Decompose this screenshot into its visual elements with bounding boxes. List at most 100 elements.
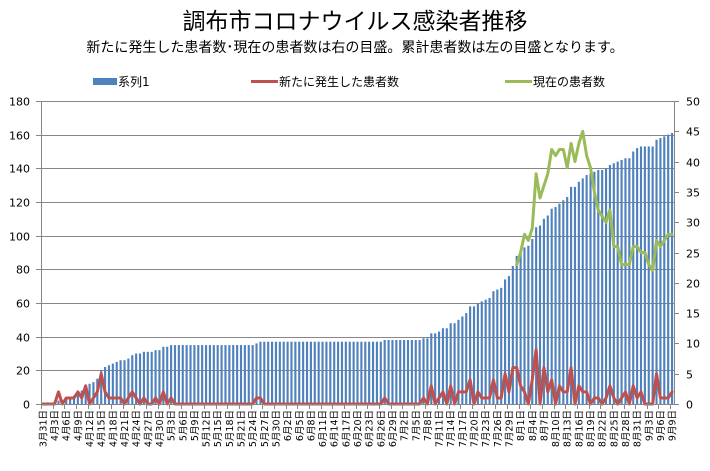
bar (305, 341, 309, 404)
bar (480, 301, 483, 404)
bar (267, 341, 270, 404)
bar (368, 341, 371, 404)
bar (511, 265, 514, 404)
x-axis-tick-label: 4月27日 (143, 410, 154, 447)
right-axis-tick-label: 20 (686, 278, 700, 291)
bar (115, 361, 118, 404)
legend-swatch-line-icon (251, 79, 278, 83)
chart-title: 調布市コロナウイルス感染者推移 (182, 9, 528, 35)
x-axis-tick-label: 6月26日 (376, 410, 387, 447)
bar (581, 178, 584, 404)
bar (65, 398, 68, 404)
bar (636, 148, 639, 404)
bar (383, 340, 386, 404)
bar (375, 341, 378, 404)
bar (220, 345, 223, 404)
right-axis-tick-label: 35 (686, 187, 700, 200)
bar (632, 151, 635, 404)
bar (216, 345, 219, 404)
x-axis-tick-label: 5月27日 (260, 410, 271, 447)
bar (76, 392, 79, 404)
bar (612, 163, 615, 404)
bar (542, 218, 545, 404)
bar (647, 146, 650, 404)
x-axis-tick-label: 7月26日 (493, 410, 504, 447)
bar (589, 173, 592, 404)
bar (601, 170, 604, 404)
bar (651, 146, 654, 404)
bar (457, 319, 460, 404)
bar (484, 299, 487, 404)
bar (667, 134, 670, 405)
left-axis-tick-label: 140 (9, 163, 30, 176)
bar (325, 341, 328, 404)
bar (333, 341, 336, 404)
legend-swatch-bar-icon (93, 77, 117, 85)
left-axis-tick-label: 80 (16, 264, 30, 277)
bar (337, 341, 340, 404)
right-axis-tick-label: 40 (686, 157, 700, 170)
x-axis-tick-label: 6月29日 (388, 410, 399, 447)
bar (146, 351, 149, 404)
bar (69, 397, 72, 404)
x-axis-tick-label: 5月18日 (225, 410, 236, 447)
x-axis-tick-label: 8月25日 (609, 410, 620, 447)
bar (639, 146, 643, 404)
x-axis-tick-label: 7月8日 (423, 410, 434, 441)
x-axis-tick-label: 9月9日 (668, 410, 679, 441)
legend-item-current-patients: 現在の患者数 (505, 72, 605, 90)
left-axis-tick-label: 120 (9, 197, 30, 210)
x-axis-tick-label: 5月24日 (248, 410, 259, 447)
x-axis-tick-label: 6月14日 (330, 410, 341, 447)
bar (282, 341, 285, 404)
x-axis-tick-label: 4月3日 (50, 410, 61, 441)
x-axis-tick-label: 4月15日 (97, 410, 108, 447)
x-axis-tick-label: 7月29日 (504, 410, 515, 447)
bar (309, 341, 312, 404)
x-axis-tick-label: 5月21日 (237, 410, 248, 447)
bar (352, 341, 355, 404)
x-axis-tick-label: 8月4日 (528, 410, 539, 441)
bar (356, 341, 359, 404)
bar (360, 341, 363, 404)
bar (500, 287, 503, 404)
bar (558, 203, 561, 404)
right-axis-tick-label: 5 (686, 369, 693, 382)
bar (449, 323, 452, 404)
bar (597, 170, 600, 404)
bar (239, 345, 243, 404)
right-axis-tick-label: 10 (686, 338, 700, 351)
bar (395, 340, 398, 404)
bar (434, 333, 437, 404)
x-axis-tick-label: 6月20日 (353, 410, 364, 447)
bar (212, 345, 215, 404)
bar (453, 323, 456, 404)
bar (620, 159, 623, 404)
bar (271, 341, 274, 404)
bar (399, 340, 402, 404)
bar (628, 158, 631, 404)
bar (527, 245, 530, 404)
bar (313, 341, 316, 404)
bar (391, 340, 394, 404)
legend-label: 系列1 (118, 74, 150, 89)
bar (585, 175, 588, 404)
x-axis-tick-label: 5月9日 (190, 410, 201, 441)
bar (107, 365, 111, 404)
bar (608, 164, 611, 404)
bar (259, 341, 262, 404)
left-axis-tick-label: 40 (16, 332, 30, 345)
bar (492, 291, 495, 404)
bar (371, 341, 375, 404)
bar (659, 138, 662, 404)
bar (554, 207, 557, 404)
right-axis-tick-label: 15 (686, 308, 700, 321)
x-axis-tick-label: 7月14日 (446, 410, 457, 447)
bar (476, 303, 479, 404)
bar (643, 146, 646, 404)
bar (655, 139, 658, 404)
bar (663, 136, 666, 404)
legend-label: 新たに発生した患者数 (279, 74, 400, 89)
x-axis-tick-label: 5月6日 (178, 410, 189, 441)
bar (119, 360, 122, 404)
